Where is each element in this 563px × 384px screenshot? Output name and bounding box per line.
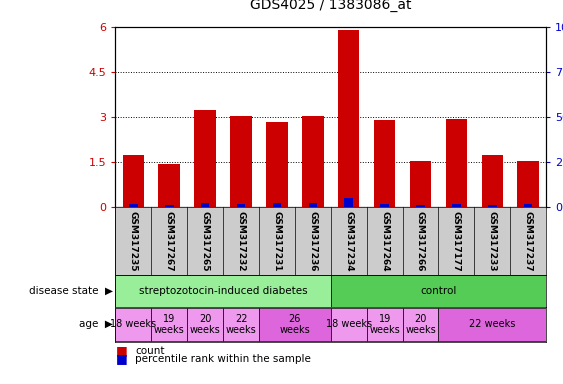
Text: GSM317267: GSM317267 [165, 211, 174, 271]
Text: percentile rank within the sample: percentile rank within the sample [135, 354, 311, 364]
Bar [123, 155, 144, 207]
Bar [159, 164, 180, 207]
Bar [201, 203, 209, 207]
Bar [439, 308, 546, 341]
Text: GDS4025 / 1383086_at: GDS4025 / 1383086_at [250, 0, 412, 12]
Bar [230, 116, 252, 207]
Text: 19
weeks: 19 weeks [154, 314, 185, 335]
Bar [236, 204, 245, 207]
Bar [410, 161, 431, 207]
Bar [481, 155, 503, 207]
Bar [302, 116, 324, 207]
Bar [416, 205, 425, 207]
Text: disease state  ▶: disease state ▶ [29, 286, 113, 296]
Bar [446, 119, 467, 207]
Bar [488, 205, 497, 207]
Bar [115, 308, 151, 341]
Text: GSM317177: GSM317177 [452, 210, 461, 271]
Text: 18 weeks: 18 weeks [110, 319, 157, 329]
Text: 26
weeks: 26 weeks [279, 314, 310, 335]
Bar [403, 308, 439, 341]
Bar [380, 204, 389, 207]
Text: ■: ■ [115, 344, 127, 357]
Bar [223, 308, 259, 341]
Text: GSM317265: GSM317265 [200, 211, 209, 271]
Text: GSM317232: GSM317232 [236, 211, 245, 271]
Text: GSM317266: GSM317266 [416, 211, 425, 271]
Text: 19
weeks: 19 weeks [369, 314, 400, 335]
Bar [272, 204, 282, 207]
Bar [309, 204, 317, 207]
Text: GSM317264: GSM317264 [380, 211, 389, 271]
Text: 22 weeks: 22 weeks [469, 319, 516, 329]
Text: GSM317235: GSM317235 [129, 211, 138, 271]
Bar [151, 308, 187, 341]
Bar [374, 120, 395, 207]
Bar [194, 109, 216, 207]
Bar [129, 204, 138, 207]
Text: GSM317234: GSM317234 [344, 211, 353, 271]
Text: GSM317231: GSM317231 [272, 211, 282, 271]
Text: 18 weeks: 18 weeks [325, 319, 372, 329]
Text: ■: ■ [115, 353, 127, 366]
Bar [187, 308, 223, 341]
Text: count: count [135, 346, 164, 356]
Bar [266, 122, 288, 207]
Bar [452, 204, 461, 207]
Bar [331, 308, 367, 341]
Text: age  ▶: age ▶ [79, 319, 113, 329]
Bar [338, 30, 359, 207]
Bar [345, 198, 353, 207]
Text: 22
weeks: 22 weeks [226, 314, 256, 335]
Bar [331, 275, 546, 306]
Text: 20
weeks: 20 weeks [190, 314, 221, 335]
Bar [165, 205, 173, 207]
Bar [367, 308, 403, 341]
Bar [524, 204, 533, 207]
Text: GSM317233: GSM317233 [488, 211, 497, 271]
Text: streptozotocin-induced diabetes: streptozotocin-induced diabetes [138, 286, 307, 296]
Bar [259, 308, 331, 341]
Bar [517, 161, 539, 207]
Text: 20
weeks: 20 weeks [405, 314, 436, 335]
Text: GSM317237: GSM317237 [524, 211, 533, 271]
Bar [115, 275, 331, 306]
Text: GSM317236: GSM317236 [309, 211, 318, 271]
Text: control: control [420, 286, 457, 296]
